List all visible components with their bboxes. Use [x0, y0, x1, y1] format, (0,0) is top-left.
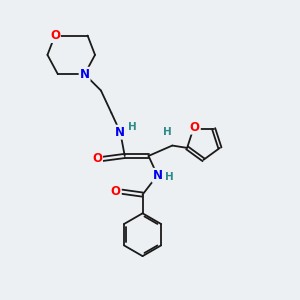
Text: O: O [111, 185, 121, 198]
Text: H: H [164, 127, 172, 137]
Text: O: O [190, 121, 200, 134]
Text: N: N [152, 169, 162, 182]
Text: H: H [128, 122, 137, 132]
Text: O: O [92, 152, 102, 165]
Text: N: N [115, 126, 125, 139]
Text: O: O [50, 29, 60, 42]
Text: H: H [165, 172, 174, 182]
Text: N: N [80, 68, 90, 81]
